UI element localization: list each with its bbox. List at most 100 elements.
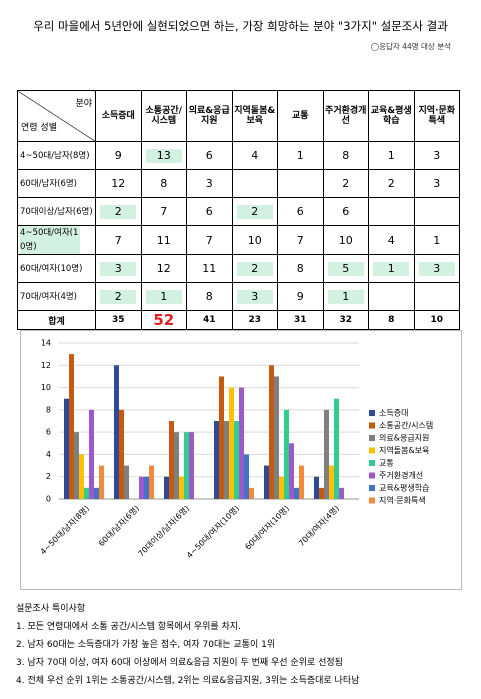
total-cell: 8 [368, 310, 415, 330]
y-tick-label: 12 [41, 361, 51, 370]
row-label: 4~50대/남자(8명) [17, 141, 96, 170]
cell: 13 [140, 141, 187, 170]
cell: 7 [140, 197, 187, 226]
cell: 1 [322, 282, 369, 311]
table: 분야 연령 성별 소득증대 소통공간/시스템 의료&응급지원 지역돌봄&보육 교통 주거환경개… [17, 90, 460, 330]
bar [84, 487, 89, 499]
cell: 3 [186, 169, 233, 198]
note-item: 1. 모든 연령대에서 소통 공간/시스템 항목에서 우위를 차지. [16, 622, 241, 632]
data-row: 70대이상/남자(6명) 2 7 6 2 6 6 [17, 197, 460, 226]
bar [234, 421, 239, 499]
total-cell: 52 [140, 310, 187, 330]
bar [89, 409, 94, 499]
bar [69, 354, 74, 499]
notes-list: 1. 모든 연령대에서 소통 공간/시스템 항목에서 우위를 차지. 2. 남자 … [16, 618, 359, 690]
cell-value: 2 [236, 261, 273, 276]
column-header: 지역·문화특색 [413, 90, 460, 142]
chart-box: 0 2 4 6 8 10 12 14 4~50대/남자(8명) 60대/남자(6명) 70대이상/남… [20, 330, 462, 590]
cell-value: 3 [100, 261, 137, 276]
column-header: 교통 [277, 90, 324, 142]
cell: 9 [277, 282, 324, 311]
column-header: 소통공간/시스템 [140, 90, 187, 142]
cell: 3 [95, 254, 142, 283]
bar [284, 409, 289, 499]
y-tick-label: 10 [41, 383, 51, 392]
x-tick-label: 4~50대/여자(10명) [184, 503, 241, 560]
x-tick-label: 4~50대/남자(8명) [38, 503, 91, 556]
x-tick-label: 70대/여자(4명) [296, 503, 341, 548]
cell: 6 [186, 141, 233, 170]
total-cell: 35 [95, 310, 142, 330]
x-tick-label: 60대/여자(10명) [243, 503, 292, 552]
column-header: 지역돌봄&보육 [231, 90, 278, 142]
bar [244, 454, 249, 499]
bar [114, 365, 119, 499]
title: 우리 마을에서 5년안에 실현되었으면 하는, 가장 희망하는 분야 "3가지"… [33, 19, 448, 33]
cell: 12 [95, 169, 142, 198]
cell: 7 [277, 225, 324, 255]
cell: 7 [95, 225, 142, 255]
cell: 2 [95, 197, 142, 226]
note-item: 2. 남자 60대는 소득증대가 가장 높은 점수, 여자 70대는 교통이 1… [16, 640, 276, 650]
cell: 11 [186, 254, 233, 283]
y-tick-label: 4 [46, 450, 51, 459]
cell: 6 [277, 197, 324, 226]
cell: 3 [413, 169, 460, 198]
cell [413, 282, 460, 311]
column-header: 교육&평생학습 [368, 90, 415, 142]
cell-value: 1 [327, 289, 364, 304]
bar [164, 476, 169, 499]
cell: 9 [95, 141, 142, 170]
bar [119, 409, 124, 499]
cell: 11 [140, 225, 187, 255]
bar [289, 443, 294, 499]
bar [274, 376, 279, 499]
column-header: 주거환경개선 [322, 90, 369, 142]
cell: 2 [95, 282, 142, 311]
bar [74, 432, 79, 499]
cell: 4 [368, 225, 415, 255]
cell [277, 169, 324, 198]
cell-value: 3 [236, 289, 273, 304]
header-row: 분야 연령 성별 소득증대 소통공간/시스템 의료&응급지원 지역돌봄&보육 교통 주거환경개… [17, 90, 460, 142]
total-label: 합계 [17, 310, 96, 330]
bar [319, 487, 324, 499]
corner-top: 분야 [75, 99, 92, 109]
data-row: 4~50대/여자(10명) 7 11 7 10 7 10 4 1 [17, 225, 460, 255]
bar [314, 476, 319, 499]
cell: 8 [277, 254, 324, 283]
bar [139, 476, 144, 499]
cell: 10 [231, 225, 278, 255]
data-row: 60대/남자(6명) 12 8 3 2 2 3 [17, 169, 460, 198]
legend-swatch [369, 485, 375, 491]
row-label: 4~50대/여자(10명) [17, 225, 96, 255]
bar [279, 476, 284, 499]
bar [79, 454, 84, 499]
notes-title: 설문조사 특이사항 [16, 604, 86, 614]
cell-value: 3 [418, 261, 455, 276]
y-tick-label: 6 [46, 428, 51, 437]
note-item: 3. 남자 70대 이상, 여자 60대 이상에서 의료&응급 지원이 두 번째… [16, 658, 343, 668]
corner-bottom: 연령 성별 [21, 123, 57, 133]
total-cell: 10 [413, 310, 460, 330]
bar [269, 365, 274, 499]
chart: 0 2 4 6 8 10 12 14 4~50대/남자(8명) 60대/남자(6명)70대이상/남… [38, 339, 433, 561]
bar [219, 376, 224, 499]
cell: 5 [322, 254, 369, 283]
bar [229, 387, 234, 499]
legend-swatch [369, 422, 375, 429]
cell: 2 [368, 169, 415, 198]
cell-value: 13 [145, 148, 182, 163]
total-cell: 32 [322, 310, 369, 330]
legend-swatch [369, 472, 375, 479]
bar [239, 387, 244, 499]
legend-label: 의료&응급지원 [379, 433, 429, 443]
bar [189, 432, 194, 499]
legend-label: 주거환경개선 [379, 470, 423, 480]
legend-swatch [369, 460, 375, 466]
bar [99, 465, 104, 499]
column-header: 의료&응급지원 [186, 90, 233, 142]
bar [94, 487, 99, 499]
legend-swatch [369, 435, 375, 441]
